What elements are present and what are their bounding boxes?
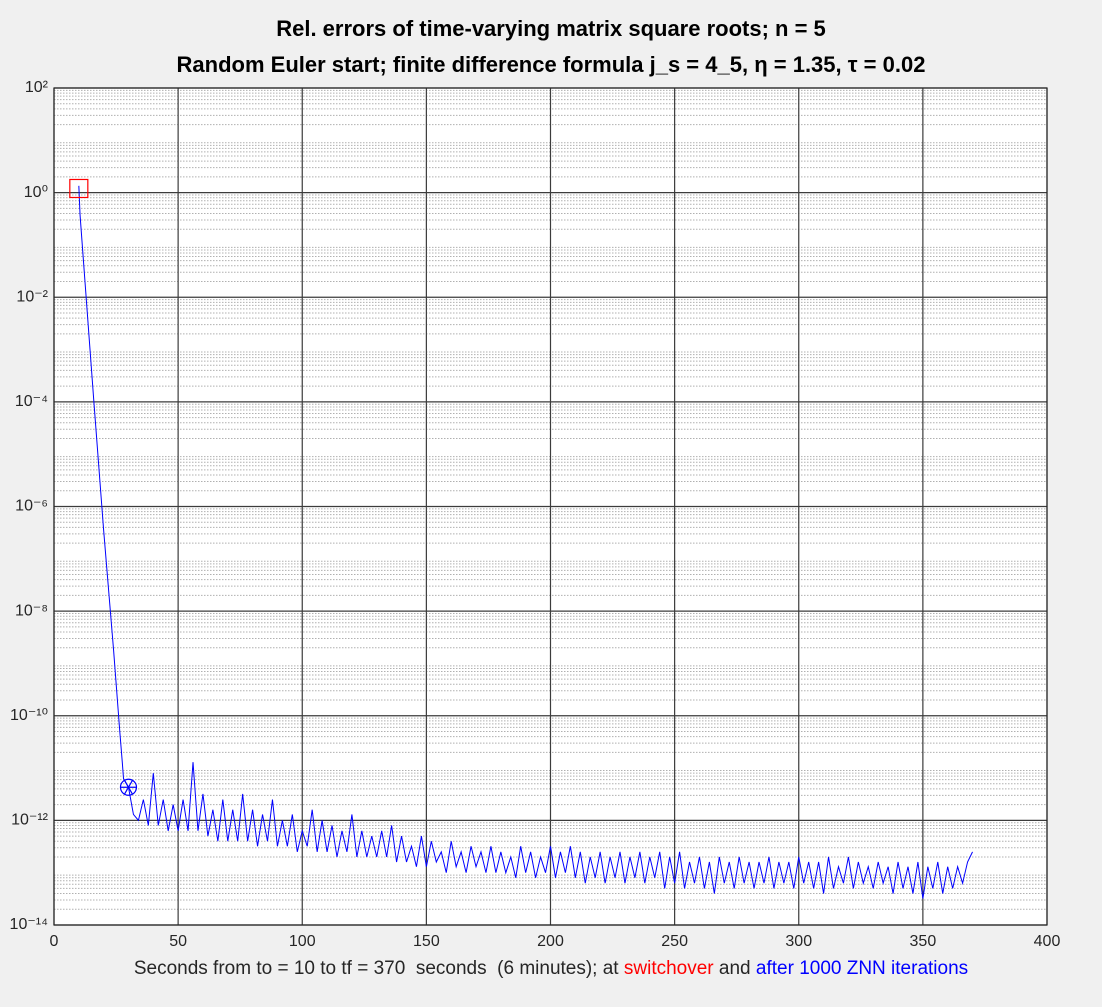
y-tick-label: 10⁰ xyxy=(24,184,48,201)
y-tick-label: 10⁻⁶ xyxy=(15,498,48,515)
x-tick-label: 250 xyxy=(661,933,688,950)
y-tick-label: 10⁻¹² xyxy=(11,812,49,829)
y-tick-label: 10⁻⁸ xyxy=(15,602,48,619)
x-tick-label: 400 xyxy=(1034,933,1061,950)
x-label-part: Seconds from to = 10 to tf = 370 seconds… xyxy=(134,958,624,979)
marker-spoke xyxy=(123,780,133,795)
chart-title: Rel. errors of time-varying matrix squar… xyxy=(276,16,826,41)
chart-subtitle: Random Euler start; finite difference fo… xyxy=(177,52,926,77)
x-label-part: after 1000 ZNN iterations xyxy=(756,958,968,979)
x-tick-label: 350 xyxy=(910,933,937,950)
x-tick-label: 0 xyxy=(50,933,59,950)
x-tick-label: 200 xyxy=(537,933,564,950)
x-tick-label: 150 xyxy=(413,933,440,950)
x-tick-label: 300 xyxy=(785,933,812,950)
y-tick-label: 10⁻¹⁴ xyxy=(10,916,49,933)
y-tick-label: 10⁻⁴ xyxy=(15,393,48,410)
y-tick-label: 10⁻¹⁰ xyxy=(10,707,48,724)
x-label-part: switchover xyxy=(624,958,714,979)
axes-box xyxy=(53,87,1048,926)
x-axis-label: Seconds from to = 10 to tf = 370 seconds… xyxy=(134,958,968,979)
data-line xyxy=(78,185,973,899)
x-tick-label: 50 xyxy=(169,933,187,950)
switchover-marker xyxy=(69,178,89,199)
znn-marker xyxy=(119,778,138,796)
x-tick-label: 100 xyxy=(289,933,316,950)
y-tick-label: 10² xyxy=(25,79,49,96)
x-label-part: and xyxy=(714,958,756,979)
y-tick-label: 10⁻² xyxy=(16,288,48,305)
